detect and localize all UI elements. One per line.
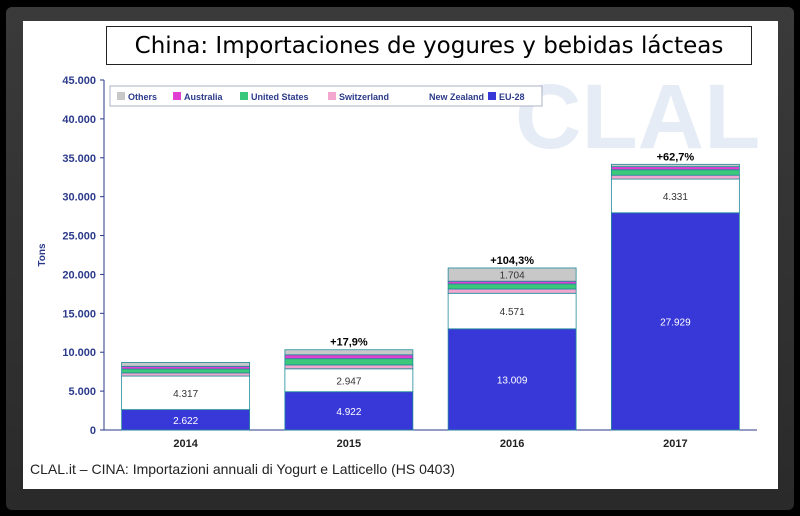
x-tick-label: 2014: [173, 438, 198, 450]
watermark-logo: CLAL: [515, 66, 760, 168]
y-tick-label: 35.000: [62, 153, 96, 165]
y-tick-label: 5.000: [68, 386, 96, 398]
growth-annotation: +62,7%: [657, 151, 695, 163]
legend-label: Switzerland: [339, 92, 389, 102]
y-tick-label: 25.000: [62, 231, 96, 243]
legend-label: Others: [128, 92, 157, 102]
bar-segment-new-zealand: [121, 375, 251, 411]
data-label: 1.704: [500, 271, 525, 282]
bar-segment-united-states: [284, 358, 414, 366]
bar-segment-switzerland: [121, 372, 251, 377]
source-caption: CLAL.it – CINA: Importazioni annuali di …: [30, 461, 455, 477]
legend-swatch: [240, 92, 248, 100]
legend-item-new-zealand: New Zealand: [417, 91, 484, 102]
y-axis: 0 5.000 10.000 15.000 20.000 25.000 30.000 35.0…: [62, 75, 757, 437]
bar-segment-switzerland: [284, 364, 414, 370]
bar-segment-eu-28: [284, 391, 414, 431]
data-label: 4.331: [663, 192, 688, 203]
x-tick-label: 2017: [663, 438, 687, 450]
legend-swatch: [417, 91, 427, 101]
bar-segment-australia: [121, 365, 251, 370]
bar-segment-eu-28: [610, 212, 740, 431]
bar-segment-new-zealand: [610, 178, 740, 214]
bar-segment-switzerland: [610, 174, 740, 180]
legend-item-australia: Australia: [173, 92, 224, 102]
data-label: 27.929: [660, 317, 691, 328]
data-label: 4.317: [173, 389, 198, 400]
y-tick-label: 45.000: [62, 75, 96, 87]
bar-segment-australia: [610, 166, 740, 171]
bar-segment-others: [121, 362, 251, 367]
legend: Others Australia United States Switzerland N…: [109, 85, 543, 107]
bar-segment-others: [610, 163, 740, 168]
bar-segment-united-states: [610, 169, 740, 176]
data-label: 4.922: [336, 407, 361, 418]
legend-box: [109, 85, 543, 107]
legend-swatch: [328, 92, 336, 100]
bar-segment-australia: [447, 280, 577, 285]
bar-segment-united-states: [447, 283, 577, 290]
bar-segment-australia: [284, 354, 414, 360]
y-axis-label: Tons: [37, 243, 48, 267]
legend-label: United States: [251, 92, 309, 102]
y-tick-label: 10.000: [62, 347, 96, 359]
legend-swatch: [488, 92, 496, 100]
x-tick-label: 2015: [337, 438, 361, 450]
chart-title: China: Importaciones de yogures y bebida…: [134, 32, 724, 59]
legend-swatch: [173, 92, 181, 100]
bar-segment-switzerland: [447, 288, 577, 294]
legend-item-switzerland: Switzerland: [328, 92, 389, 102]
y-tick-label: 40.000: [62, 114, 96, 126]
x-tick-label: 2016: [500, 438, 524, 450]
legend-label: New Zealand: [429, 92, 484, 102]
legend-item-others: Others: [117, 92, 157, 102]
legend-item-eu-28: EU-28: [488, 92, 525, 102]
legend-item-united-states: United States: [240, 92, 309, 102]
y-tick-label: 30.000: [62, 192, 96, 204]
data-label: 2.622: [173, 416, 198, 427]
legend-label: EU-28: [499, 92, 525, 102]
data-label: 2.947: [336, 376, 361, 387]
data-label: 4.571: [500, 307, 525, 318]
y-tick-label: 15.000: [62, 308, 96, 320]
bars: 2.622 4.317 2014 4.922 2.947 2015 +17,9% 13.009…: [121, 151, 740, 450]
bar-segment-united-states: [121, 368, 251, 374]
y-tick-label: 20.000: [62, 269, 96, 281]
legend-swatch: [117, 92, 125, 100]
chart-title-box: China: Importaciones de yogures y bebida…: [106, 26, 752, 65]
bar-segment-eu-28: [447, 328, 577, 431]
growth-annotation: +104,3%: [490, 255, 534, 267]
bar-segment-others: [447, 267, 577, 282]
legend-label: Australia: [184, 92, 224, 102]
y-tick-label: 0: [90, 425, 96, 437]
growth-annotation: +17,9%: [330, 337, 368, 349]
bar-segment-others: [284, 349, 414, 356]
data-label: 13.009: [497, 375, 528, 386]
